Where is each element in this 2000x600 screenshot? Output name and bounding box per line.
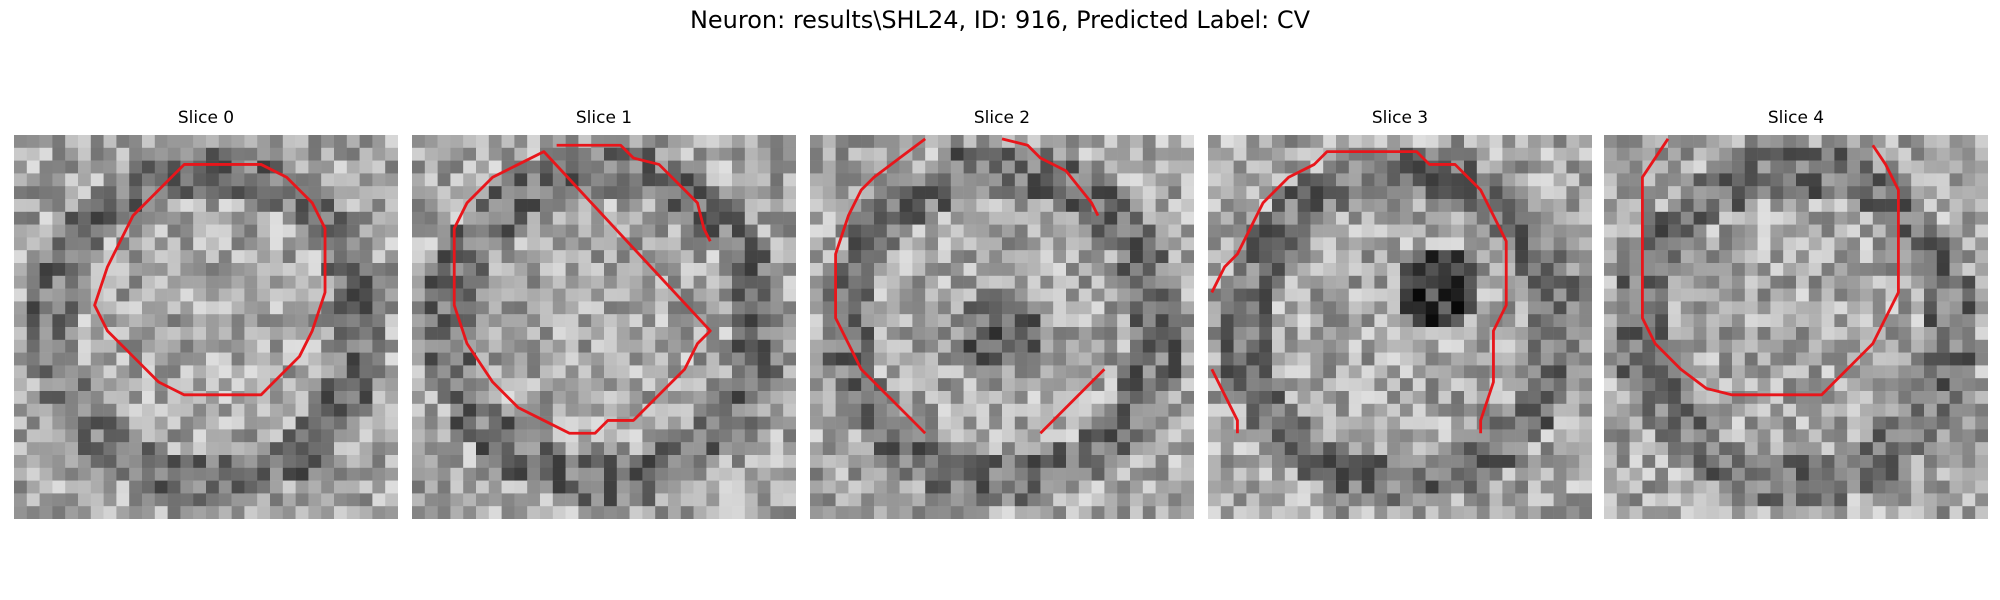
pixel-grid	[1208, 135, 1592, 519]
slice-image-0	[14, 135, 398, 519]
pixel-grid	[810, 135, 1194, 519]
contour-line	[452, 143, 712, 435]
slice-image-4	[1604, 135, 1988, 519]
figure-title: Neuron: results\SHL24, ID: 916, Predicte…	[689, 6, 1311, 34]
slice-title: Slice 2	[973, 108, 1031, 128]
slice-title: Slice 1	[575, 108, 633, 128]
pixel-grid	[412, 135, 796, 519]
slice-image-3	[1208, 135, 1592, 519]
slice-title: Slice 3	[1371, 108, 1429, 128]
pixel-grid	[14, 135, 398, 519]
pixel-grid	[1604, 135, 1988, 519]
contour-line	[1210, 150, 1508, 434]
slice-title: Slice 0	[177, 108, 235, 128]
contour-line	[93, 163, 327, 397]
slice-image-1	[412, 135, 796, 519]
contour-line	[1640, 138, 1900, 397]
slice-image-2	[810, 135, 1194, 519]
slice-title: Slice 4	[1767, 108, 1825, 128]
contour-line	[834, 137, 1106, 435]
